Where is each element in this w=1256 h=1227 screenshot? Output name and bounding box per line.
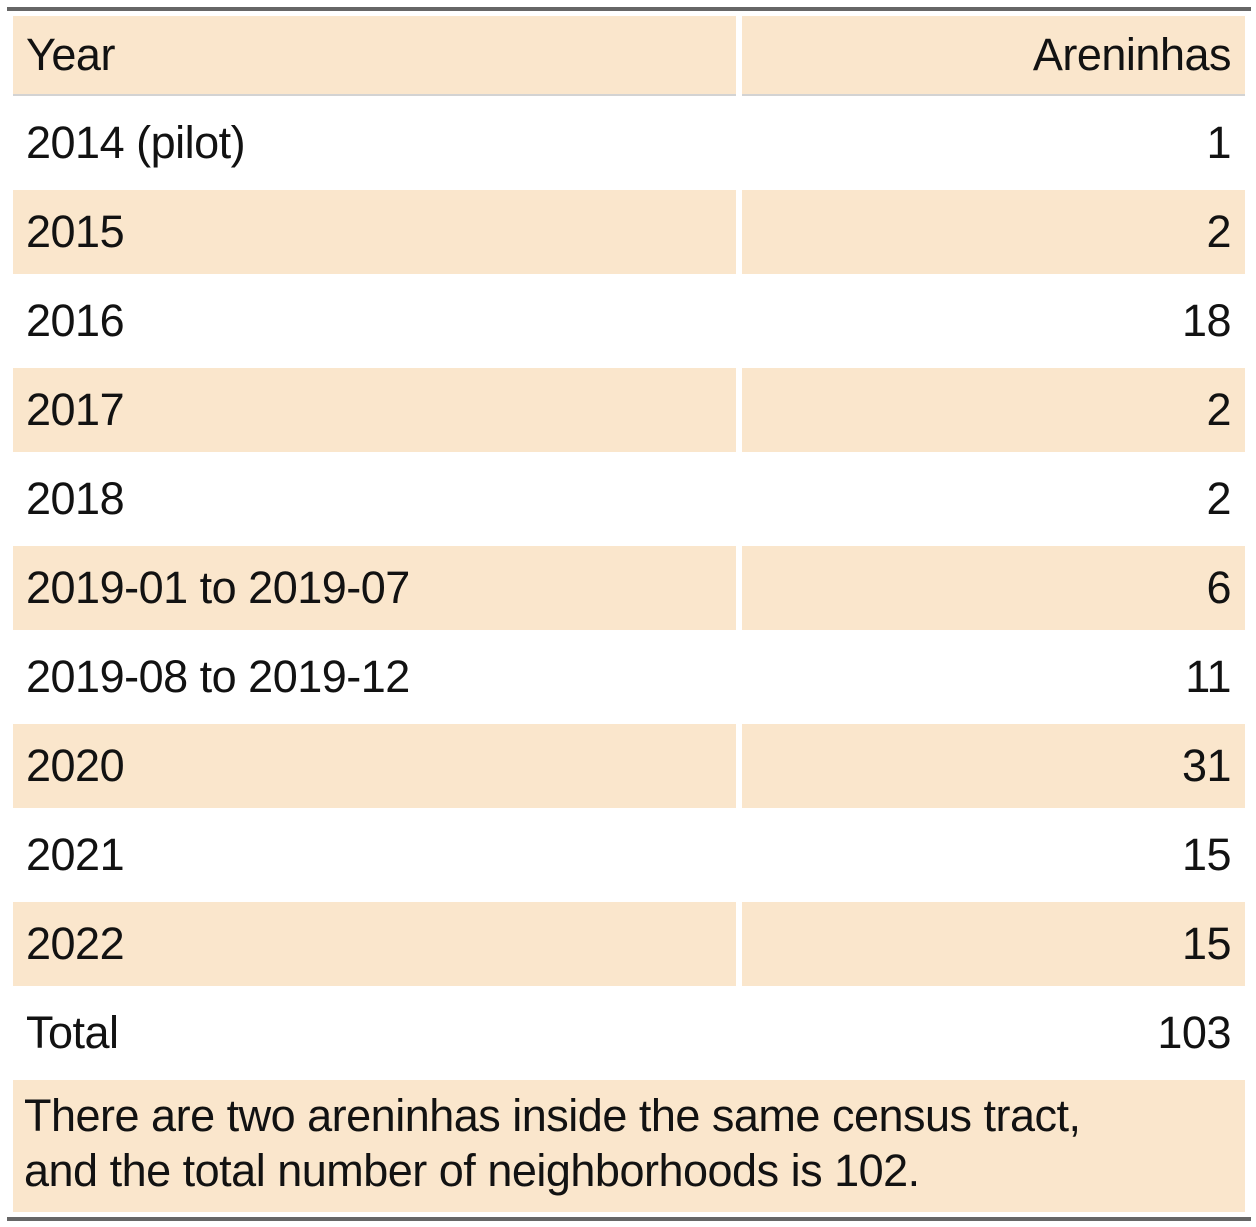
table-row: 2022 15	[13, 902, 1245, 986]
table-row: 2019-08 to 2019-12 11	[13, 635, 1245, 719]
table-footnote: There are two areninhas inside the same …	[13, 1080, 1245, 1212]
table-row: 2021 15	[13, 813, 1245, 897]
year-cell: 2018	[26, 473, 125, 525]
year-cell: 2016	[26, 295, 125, 347]
year-cell: 2020	[13, 724, 737, 808]
footnote-line-1: There are two areninhas inside the same …	[24, 1090, 1081, 1141]
column-header-year: Year	[13, 16, 737, 96]
footnote-line-2: and the total number of neighborhoods is…	[24, 1144, 920, 1196]
year-cell: 2022	[13, 902, 737, 986]
areninhas-cell: 103	[1157, 1007, 1231, 1059]
areninhas-cell: 15	[1181, 829, 1232, 881]
header-row: Year Areninhas	[13, 16, 1245, 96]
areninhas-cell: 2	[742, 368, 1245, 452]
year-cell: Total	[26, 1007, 119, 1059]
table-row: 2016 18	[13, 279, 1245, 363]
areninhas-cell: 2	[742, 190, 1245, 274]
year-cell: 2015	[13, 190, 737, 274]
year-cell: 2021	[26, 829, 125, 881]
table-row: 2015 2	[13, 190, 1245, 274]
table-row: 2018 2	[13, 457, 1245, 541]
table-row: 2020 31	[13, 724, 1245, 808]
areninhas-cell: 18	[1181, 295, 1232, 347]
year-cell: 2019-01 to 2019-07	[13, 546, 737, 630]
total-row: Total 103	[13, 991, 1245, 1075]
areninhas-cell: 6	[742, 546, 1245, 630]
areninhas-cell: 31	[742, 724, 1245, 808]
table-row: 2014 (pilot) 1	[13, 101, 1245, 185]
table-row: 2019-01 to 2019-07 6	[13, 546, 1245, 630]
areninhas-table: Year Areninhas 2014 (pilot) 1 2015 2 201…	[7, 7, 1251, 1221]
data-table: Year Areninhas 2014 (pilot) 1 2015 2 201…	[7, 11, 1251, 1217]
column-header-areninhas: Areninhas	[742, 16, 1245, 96]
areninhas-cell: 15	[742, 902, 1245, 986]
table-body: 2014 (pilot) 1 2015 2 2016 18 2017 2 201…	[13, 101, 1245, 1075]
year-cell: 2019-08 to 2019-12	[26, 651, 410, 703]
year-cell: 2014 (pilot)	[26, 117, 246, 169]
areninhas-cell: 1	[1206, 117, 1231, 169]
year-cell: 2017	[13, 368, 737, 452]
footnote-row: There are two areninhas inside the same …	[13, 1080, 1245, 1212]
areninhas-cell: 2	[1206, 473, 1231, 525]
table-row: 2017 2	[13, 368, 1245, 452]
areninhas-cell: 11	[1185, 651, 1231, 703]
